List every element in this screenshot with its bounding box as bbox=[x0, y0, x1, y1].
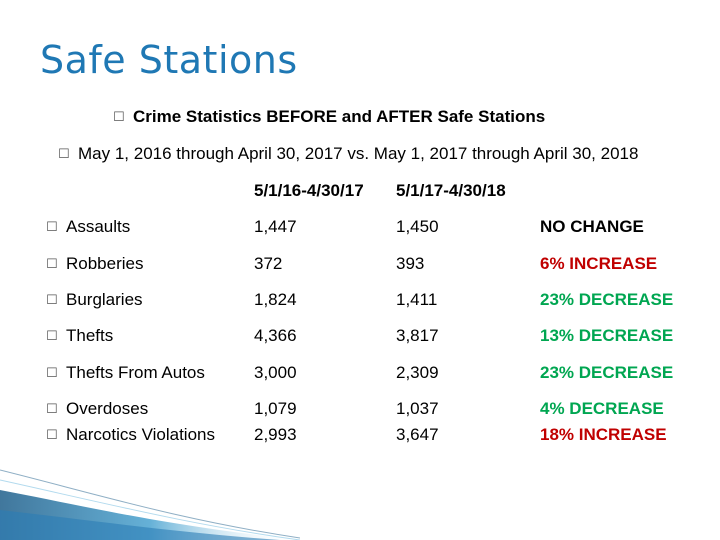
decorative-wave bbox=[0, 469, 300, 540]
column-header-period1: 5/1/16-4/30/17 bbox=[254, 181, 364, 200]
date-range: May 1, 2016 through April 30, 2017 vs. M… bbox=[78, 144, 639, 163]
row-value-period2: 393 bbox=[396, 254, 425, 273]
checkbox-bullet-icon: ☐ bbox=[46, 329, 58, 344]
row-label: Burglaries bbox=[66, 290, 143, 309]
row-value-period1: 1,079 bbox=[254, 399, 297, 418]
change-status: 23% DECREASE bbox=[540, 290, 674, 309]
row-label: Thefts From Autos bbox=[66, 363, 205, 382]
row-value-period2: 3,817 bbox=[396, 326, 439, 345]
checkbox-bullet-icon: ☐ bbox=[46, 257, 58, 272]
checkbox-bullet-icon: ☐ bbox=[58, 147, 70, 162]
checkbox-bullet-icon: ☐ bbox=[46, 428, 58, 443]
row-value-period2: 1,411 bbox=[396, 290, 438, 309]
row-value-period1: 4,366 bbox=[254, 326, 297, 345]
row-value-period1: 3,000 bbox=[254, 363, 297, 382]
checkbox-bullet-icon: ☐ bbox=[46, 293, 58, 308]
checkbox-bullet-icon: ☐ bbox=[46, 366, 58, 381]
row-label: Narcotics Violations bbox=[66, 425, 215, 444]
row-label: Assaults bbox=[66, 217, 131, 236]
column-header-period2: 5/1/17-4/30/18 bbox=[396, 181, 506, 200]
change-status: 13% DECREASE bbox=[540, 326, 674, 345]
row-value-period2: 3,647 bbox=[396, 425, 439, 444]
row-value-period1: 1,447 bbox=[254, 217, 297, 236]
checkbox-bullet-icon: ☐ bbox=[113, 110, 125, 125]
row-label: Overdoses bbox=[66, 399, 149, 418]
row-value-period2: 1,450 bbox=[396, 217, 439, 236]
change-status: 18% INCREASE bbox=[540, 425, 667, 444]
row-value-period2: 2,309 bbox=[396, 363, 439, 382]
change-status: NO CHANGE bbox=[540, 217, 644, 236]
row-value-period1: 372 bbox=[254, 254, 283, 273]
checkbox-bullet-icon: ☐ bbox=[46, 402, 58, 417]
row-value-period1: 1,824 bbox=[254, 290, 297, 309]
slide-title: Safe Stations bbox=[40, 38, 298, 82]
change-status: 23% DECREASE bbox=[540, 363, 674, 382]
change-status: 6% INCREASE bbox=[540, 254, 658, 273]
row-value-period2: 1,037 bbox=[396, 399, 439, 418]
row-label: Robberies bbox=[66, 254, 144, 273]
subtitle: Crime Statistics BEFORE and AFTER Safe S… bbox=[133, 107, 546, 126]
change-status: 4% DECREASE bbox=[540, 399, 664, 418]
row-label: Thefts bbox=[66, 326, 114, 345]
checkbox-bullet-icon: ☐ bbox=[46, 220, 58, 235]
row-value-period1: 2,993 bbox=[254, 425, 297, 444]
